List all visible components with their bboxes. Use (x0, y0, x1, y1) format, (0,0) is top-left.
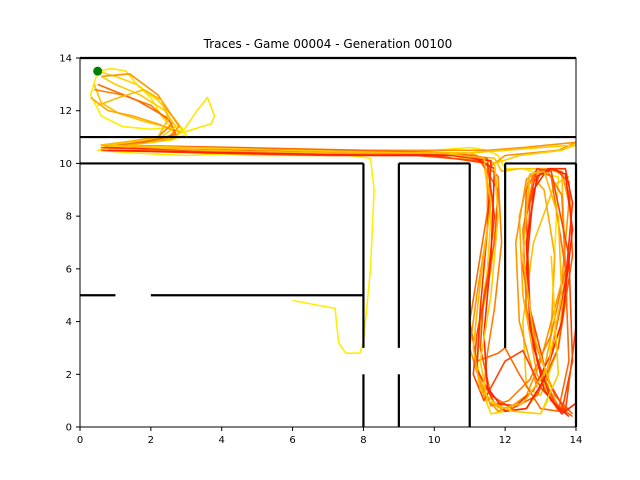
y-tick-label: 0 (66, 423, 72, 434)
y-tick-label: 2 (66, 370, 72, 381)
trace-line-9 (101, 146, 574, 418)
y-tick-label: 8 (66, 212, 72, 223)
trace-line-11 (104, 146, 574, 418)
trace-line-3 (97, 70, 517, 415)
y-tick-label: 4 (66, 317, 72, 328)
y-tick-label: 6 (66, 264, 72, 275)
x-tick-label: 12 (499, 435, 512, 446)
y-tick-label: 10 (59, 159, 72, 170)
x-tick-label: 14 (570, 435, 583, 446)
trace-line-10 (101, 149, 576, 413)
trace-line-1 (89, 70, 375, 355)
x-tick-label: 6 (289, 435, 295, 446)
traces-group (89, 67, 576, 418)
trace-line-14 (97, 88, 563, 410)
y-tick-label: 12 (59, 106, 72, 117)
trace-line-13 (100, 75, 576, 415)
x-tick-label: 4 (219, 435, 225, 446)
x-tick-label: 10 (428, 435, 441, 446)
y-tick-label: 14 (59, 54, 72, 65)
x-tick-label: 2 (148, 435, 154, 446)
x-tick-label: 8 (360, 435, 366, 446)
start-point-marker (93, 66, 103, 76)
x-tick-label: 0 (77, 435, 83, 446)
chart-title: Traces - Game 00004 - Generation 00100 (203, 37, 453, 51)
axes-frame (79, 57, 577, 428)
plot-area: 0 2 4 6 8 10 12 14 0 2 4 6 8 10 12 14 (59, 54, 582, 447)
